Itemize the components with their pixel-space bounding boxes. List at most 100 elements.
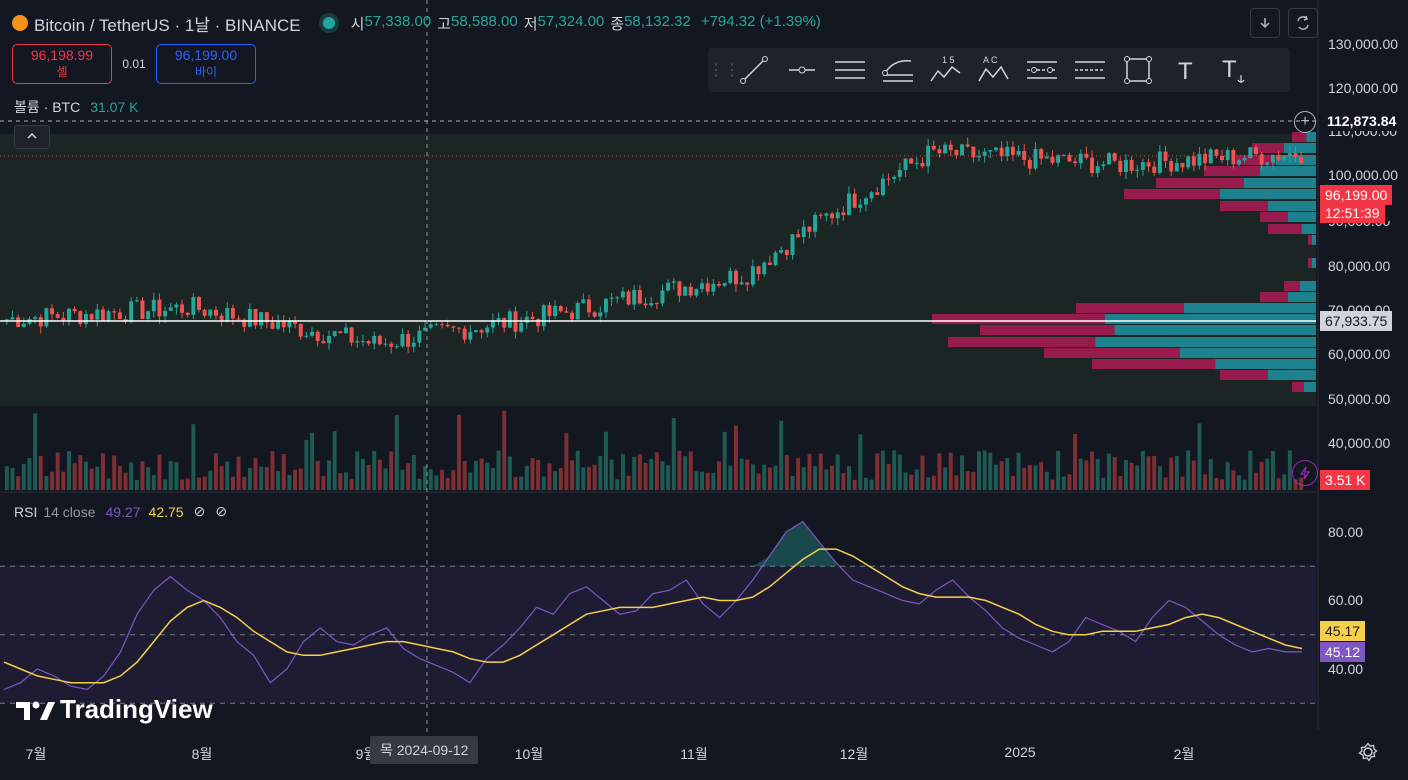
candle-body	[1242, 158, 1247, 161]
candle-body	[1197, 153, 1202, 166]
settings-gear-icon[interactable]	[1358, 742, 1378, 767]
volume-bar	[728, 465, 733, 490]
horizontal-ray-icon[interactable]	[778, 48, 826, 92]
profile-row-buy	[1184, 303, 1316, 313]
volume-bar	[1084, 460, 1089, 490]
trade-panel: 96,198.99 셀 0.01 96,199.00 바이	[12, 44, 256, 84]
candle-body	[253, 309, 258, 326]
profile-row-sell	[1308, 258, 1312, 268]
volume-bar	[1270, 450, 1275, 490]
reference-lines	[0, 120, 1316, 322]
volume-bar	[1027, 464, 1032, 490]
volume-bar	[281, 453, 286, 490]
market-open-icon[interactable]	[322, 17, 335, 29]
buy-button[interactable]: 96,199.00 바이	[156, 44, 256, 84]
volume-bar	[208, 470, 213, 490]
volume-bar	[1293, 479, 1298, 490]
symbol-title[interactable]: Bitcoin / TetherUS · 1날 · BINANCE	[34, 15, 301, 35]
xabcd-pattern-icon[interactable]: A C	[970, 48, 1018, 92]
candle-body	[869, 192, 874, 199]
volume-bar	[858, 434, 863, 490]
volume-bar	[903, 472, 908, 490]
volume-bar	[1248, 450, 1253, 490]
high-value: 58,588.00	[451, 12, 518, 30]
candle-body	[95, 309, 100, 320]
volume-bar	[112, 455, 117, 490]
candle-body	[151, 299, 156, 312]
candle-body	[1107, 153, 1111, 165]
volume-bar	[389, 451, 394, 490]
volume-profile	[932, 132, 1316, 392]
rsi-ma-line	[3, 548, 1303, 684]
candle-body	[1299, 156, 1304, 164]
candle-body	[372, 335, 377, 344]
volume-bar	[824, 469, 829, 490]
date-price-range-icon[interactable]	[1018, 48, 1066, 92]
lightning-icon[interactable]	[1292, 460, 1318, 486]
elliott-wave-icon[interactable]: 1 5	[922, 48, 970, 92]
candle-body	[140, 300, 145, 319]
volume-bar	[89, 468, 94, 490]
candle-body	[440, 324, 445, 326]
candle-body	[321, 341, 326, 344]
trend-line-icon[interactable]	[730, 48, 778, 92]
anchored-text-icon[interactable]: T	[1210, 48, 1258, 92]
profile-row-buy	[1268, 370, 1316, 380]
volume-bar	[83, 461, 88, 490]
candle-body	[632, 289, 637, 305]
candle-body	[1253, 147, 1258, 155]
countdown-tag: 12:51:39	[1320, 203, 1385, 223]
volume-bar	[1061, 476, 1066, 490]
volume-bar	[683, 456, 688, 490]
drag-handle-icon[interactable]: ⋮⋮	[708, 62, 740, 79]
volume-legend[interactable]: 볼륨 · BTC 31.07 K	[14, 97, 138, 117]
high-label: 고	[437, 15, 451, 33]
candle-body	[1044, 156, 1049, 159]
candle-body	[451, 326, 456, 328]
candle-body	[733, 270, 738, 285]
volume-bar	[773, 465, 778, 490]
candle-body	[909, 158, 914, 164]
volume-bar	[129, 462, 134, 490]
fib-retracement-icon[interactable]	[874, 48, 922, 92]
rsi-legend[interactable]: RSI 14 close 49.27 42.75 ⊘ ⊘	[14, 503, 227, 520]
volume-bar	[914, 469, 919, 490]
collapse-header-button[interactable]	[1250, 8, 1280, 38]
volume-bar	[513, 477, 518, 490]
long-position-icon[interactable]	[1066, 48, 1114, 92]
collapse-legend-button[interactable]	[14, 125, 50, 149]
volume-bar	[298, 468, 303, 490]
volume-bar	[27, 458, 32, 490]
volume-bar	[349, 479, 354, 490]
candle-body	[971, 146, 976, 158]
candle-body	[564, 311, 569, 313]
volume-bar	[988, 452, 993, 490]
svg-text:A C: A C	[983, 55, 998, 65]
candle-body	[677, 281, 682, 296]
profile-row-sell	[1220, 201, 1268, 211]
candle-body	[553, 305, 558, 317]
candle-body	[977, 155, 981, 158]
parallel-channel-icon[interactable]	[826, 48, 874, 92]
candle-body	[880, 178, 885, 195]
volume-bar	[117, 466, 122, 490]
volume-bar	[490, 468, 495, 490]
candle-body	[208, 309, 213, 316]
profile-row-buy	[1312, 235, 1316, 245]
volume-bar	[1253, 472, 1258, 490]
low-label: 저	[523, 15, 538, 33]
candle-body	[1270, 154, 1275, 163]
volume-bar	[694, 471, 699, 490]
text-icon[interactable]: T	[1162, 48, 1210, 92]
add-alert-plus-icon[interactable]: +	[1294, 111, 1316, 133]
low-value: 57,324.00	[537, 12, 605, 30]
candle-body	[310, 331, 315, 336]
rectangle-icon[interactable]	[1114, 48, 1162, 92]
sell-button[interactable]: 96,198.99 셀	[12, 44, 112, 84]
volume-bar	[643, 463, 648, 490]
tradingview-logo[interactable]: TradingView	[16, 694, 213, 725]
replay-button[interactable]	[1288, 8, 1318, 38]
volume-bar	[1191, 460, 1196, 490]
candle-body	[106, 311, 111, 321]
